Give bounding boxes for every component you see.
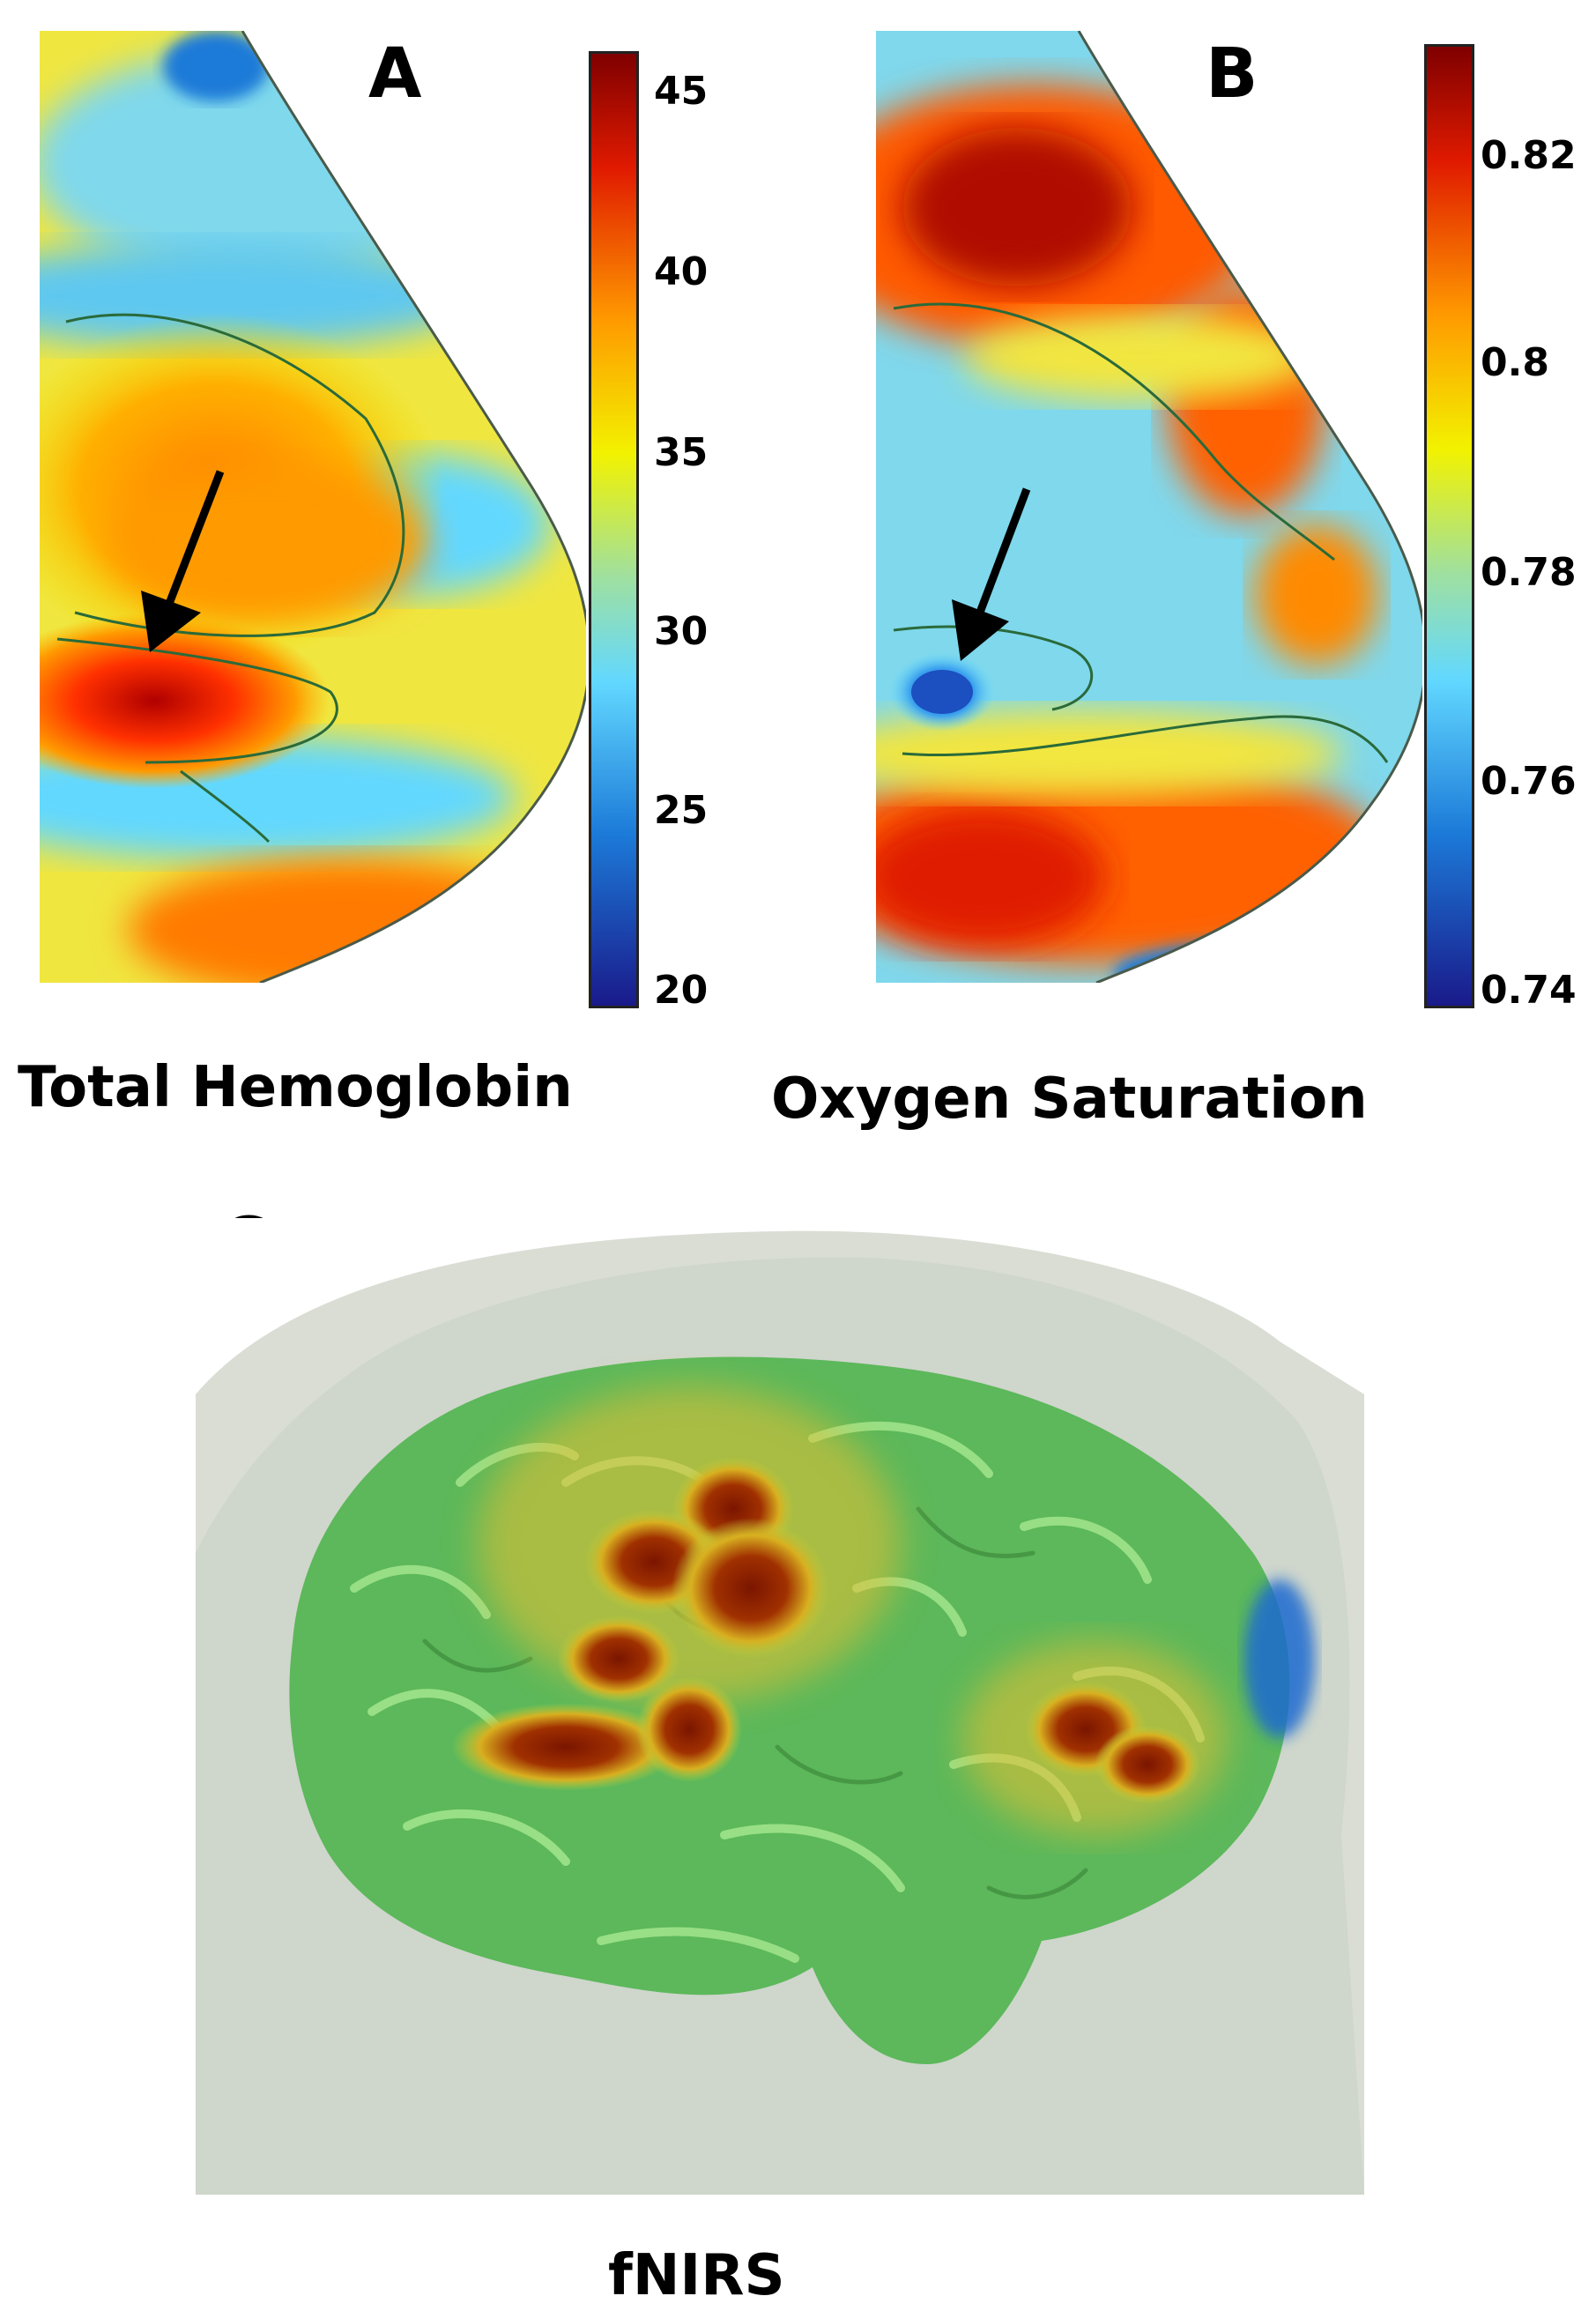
tick-a-2: 35 (654, 430, 709, 475)
panel-b-heatmap (876, 31, 1422, 983)
panel-a: A 45 40 35 30 25 20 Total Hemoglobin (0, 0, 793, 1146)
caption-oxygen-saturation: Oxygen Saturation (771, 1066, 1368, 1132)
tick-b-0: 0.82 (1481, 133, 1577, 178)
tick-b-3: 0.76 (1481, 759, 1577, 804)
tick-a-3: 30 (654, 609, 709, 654)
tick-b-4: 0.74 (1481, 968, 1577, 1013)
brain-render (196, 1218, 1364, 2195)
arrow-icon (141, 470, 225, 652)
tick-a-1: 40 (654, 249, 709, 294)
caption-fnirs: fNIRS (608, 2243, 785, 2308)
tick-b-1: 0.8 (1481, 340, 1549, 385)
arrow-icon (952, 487, 1031, 661)
panel-letter-a: A (368, 34, 422, 114)
colorbar-b (1424, 44, 1474, 1008)
colorbar-a (589, 51, 639, 1008)
panel-b: B 0.82 0.8 0.78 0.76 0.74 Oxygen Saturat… (771, 0, 1596, 1146)
tick-a-5: 20 (654, 968, 709, 1013)
caption-total-hemoglobin: Total Hemoglobin (18, 1055, 573, 1120)
tick-b-2: 0.78 (1481, 550, 1577, 595)
panel-a-heatmap (40, 31, 586, 983)
panel-c: C (0, 1146, 1596, 2311)
tick-a-0: 45 (654, 69, 709, 114)
tick-a-4: 25 (654, 788, 709, 833)
panel-letter-b: B (1206, 34, 1258, 114)
